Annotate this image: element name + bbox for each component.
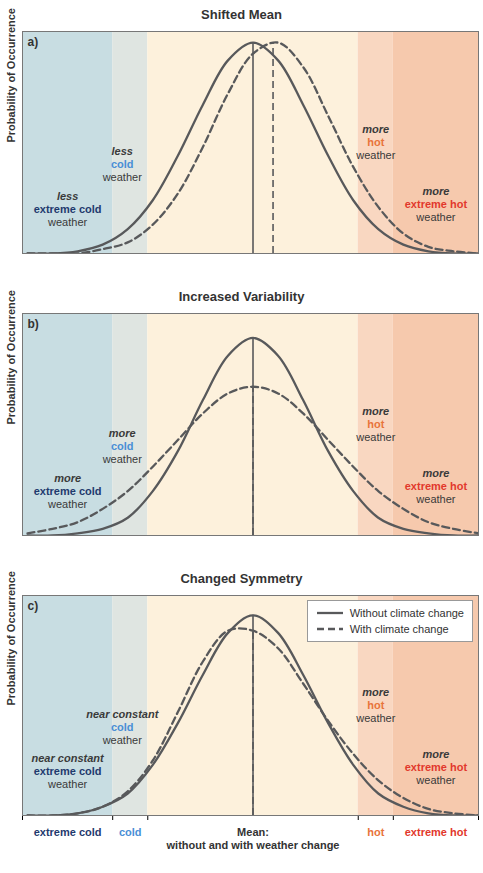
svg-text:more: more	[422, 467, 449, 479]
svg-text:extreme hot: extreme hot	[405, 480, 468, 492]
svg-text:more: more	[362, 686, 389, 698]
svg-text:weather: weather	[47, 498, 87, 510]
svg-text:weather: weather	[47, 216, 87, 228]
svg-text:cold: cold	[119, 826, 142, 838]
svg-text:hot: hot	[367, 418, 384, 430]
svg-text:less: less	[57, 190, 78, 202]
svg-text:weather: weather	[355, 431, 395, 443]
svg-text:extreme hot: extreme hot	[405, 198, 468, 210]
svg-text:weather: weather	[355, 149, 395, 161]
svg-text:cold: cold	[111, 440, 134, 452]
svg-text:a): a)	[28, 35, 39, 49]
svg-text:more: more	[54, 472, 81, 484]
svg-text:extreme cold: extreme cold	[34, 203, 102, 215]
html-text:Changed Symmetry: Changed Symmetry	[180, 571, 303, 586]
svg-text:without and with weather chang: without and with weather change	[166, 839, 340, 851]
svg-text:Probability of Occurrence: Probability of Occurrence	[5, 571, 17, 705]
svg-text:near constant: near constant	[32, 752, 105, 764]
svg-text:weather: weather	[415, 211, 455, 223]
svg-text:weather: weather	[415, 774, 455, 786]
svg-text:more: more	[362, 405, 389, 417]
svg-text:weather: weather	[102, 171, 142, 183]
svg-text:Probability of Occurrence: Probability of Occurrence	[5, 290, 17, 424]
svg-text:weather: weather	[47, 778, 87, 790]
svg-text:more: more	[362, 123, 389, 135]
html-text:Increased Variability: Increased Variability	[178, 289, 305, 304]
svg-text:more: more	[422, 185, 449, 197]
svg-text:less: less	[112, 145, 133, 157]
html-text:Without climate change: Without climate change	[349, 607, 464, 619]
svg-text:weather: weather	[415, 493, 455, 505]
svg-text:hot: hot	[367, 826, 384, 838]
svg-text:extreme hot: extreme hot	[405, 761, 468, 773]
svg-text:more: more	[109, 427, 136, 439]
svg-text:c): c)	[28, 599, 39, 613]
html-text:With climate change: With climate change	[349, 623, 449, 635]
svg-text:extreme hot: extreme hot	[405, 826, 468, 838]
svg-text:weather: weather	[102, 734, 142, 746]
svg-text:weather: weather	[355, 712, 395, 724]
svg-text:b): b)	[28, 317, 39, 331]
svg-text:Mean:: Mean:	[237, 826, 269, 838]
svg-text:hot: hot	[367, 136, 384, 148]
html-text:Shifted Mean: Shifted Mean	[201, 7, 282, 22]
svg-text:near constant: near constant	[86, 708, 159, 720]
svg-text:extreme cold: extreme cold	[34, 485, 102, 497]
svg-text:extreme cold: extreme cold	[34, 826, 102, 838]
svg-text:weather: weather	[102, 453, 142, 465]
svg-text:cold: cold	[111, 721, 134, 733]
svg-text:hot: hot	[367, 699, 384, 711]
svg-text:cold: cold	[111, 158, 134, 170]
svg-text:more: more	[422, 748, 449, 760]
svg-text:extreme cold: extreme cold	[34, 765, 102, 777]
svg-text:Probability of Occurrence: Probability of Occurrence	[5, 8, 17, 142]
